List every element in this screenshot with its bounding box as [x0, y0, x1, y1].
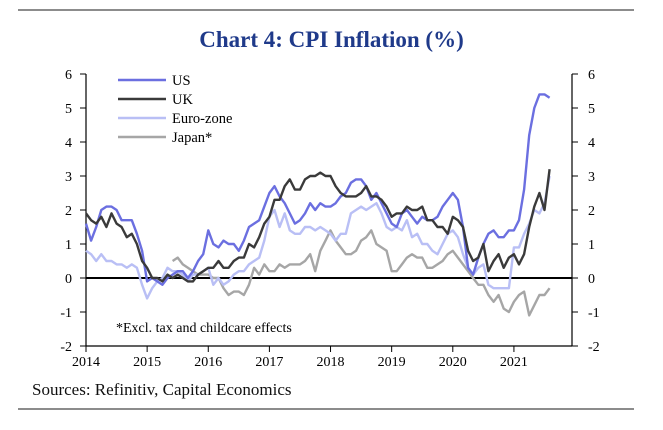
y-tick-label-right: 6 [588, 68, 595, 83]
y-tick-label-left: -1 [60, 306, 72, 321]
chart-legend: US UK Euro-zone Japan* [118, 73, 232, 146]
x-tick-label: 2018 [317, 355, 345, 370]
y-tick-label-right: -2 [588, 340, 600, 355]
y-tick-label-left: 3 [65, 170, 72, 185]
x-tick-label: 2019 [378, 355, 406, 370]
y-tick-label-left: 1 [65, 238, 72, 253]
y-tick-label-right: 4 [588, 136, 595, 151]
y-tick-label-right: 1 [588, 238, 595, 253]
series-line-japan [171, 229, 551, 317]
x-tick-label: 2020 [439, 355, 467, 370]
legend-label-uk: UK [172, 92, 193, 108]
source-text: Sources: Refinitiv, Capital Economics [32, 380, 292, 399]
chart-note: *Excl. tax and childcare effects [116, 321, 292, 336]
x-tick-label: 2016 [194, 355, 222, 370]
y-tick-label-right: 5 [588, 102, 595, 117]
series-line-us [84, 93, 551, 286]
y-tick-label-left: 5 [65, 102, 72, 117]
x-tick-label: 2017 [255, 355, 283, 370]
y-tick-label-left: 6 [65, 68, 72, 83]
bottom-rule [18, 408, 634, 410]
x-tick-label: 2021 [500, 355, 528, 370]
series-line-uk [85, 169, 551, 283]
top-rule [18, 9, 634, 11]
y-tick-label-right: 0 [588, 272, 595, 287]
y-tick-label-right: 2 [588, 204, 595, 219]
x-tick-label: 2014 [72, 355, 100, 370]
legend-label-japan: Japan* [172, 130, 212, 146]
legend-label-us: US [172, 73, 191, 89]
chart-series [84, 93, 551, 317]
y-tick-label-right: -1 [588, 306, 600, 321]
x-tick-label: 2015 [133, 355, 161, 370]
y-tick-label-right: 3 [588, 170, 595, 185]
y-tick-label-left: 4 [65, 136, 72, 151]
y-tick-label-left: -2 [60, 340, 72, 355]
chart-axes: -2 -2 -1 -1 0 0 1 1 2 2 3 3 4 4 5 5 6 6 2014 2015 2016 2017 20… [60, 68, 599, 370]
y-tick-label-left: 2 [65, 204, 72, 219]
legend-label-euro-zone: Euro-zone [172, 111, 232, 127]
y-tick-label-left: 0 [65, 272, 72, 287]
chart-title: Chart 4: CPI Inflation (%) [199, 27, 464, 52]
